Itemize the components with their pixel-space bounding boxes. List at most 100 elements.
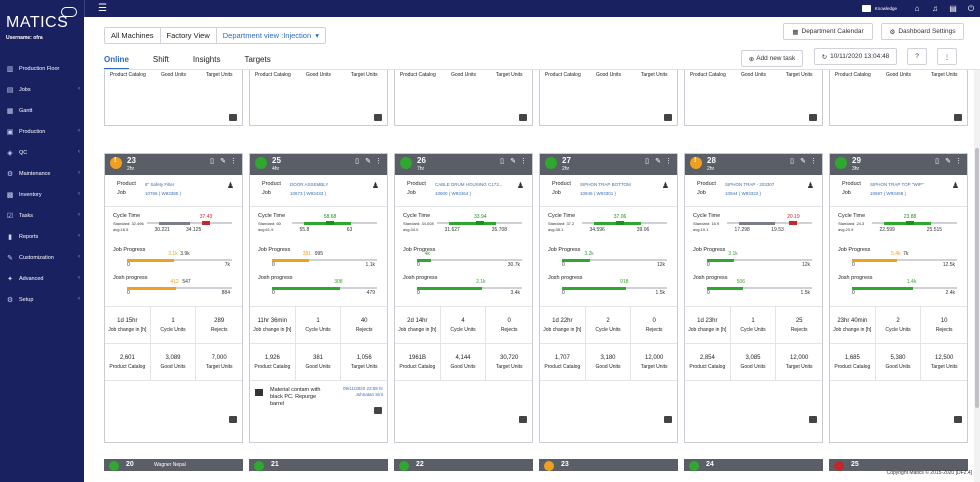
chat-icon[interactable] — [374, 114, 382, 121]
tab-insights[interactable]: Insights — [192, 55, 221, 64]
product-name[interactable]: CABLE DRUM HOUSING C173... — [435, 182, 503, 187]
kebab-menu-icon[interactable]: ⋮ — [665, 158, 672, 165]
hamburger-menu-icon[interactable]: ☰ — [98, 3, 107, 14]
machine-card-partial[interactable]: Product Catalog Good Units Target Units — [394, 70, 533, 126]
sidebar-item-gantt[interactable]: ▦ Gantt — [0, 100, 84, 121]
sidebar-item-customization[interactable]: ✎ Customization ‹ — [0, 247, 84, 268]
edit-icon[interactable]: ✎ — [945, 158, 951, 165]
machine-card-partial[interactable]: 24 — [684, 459, 823, 471]
edit-icon[interactable]: ✎ — [800, 158, 806, 165]
kebab-menu-icon[interactable]: ⋮ — [520, 158, 527, 165]
product-name[interactable]: SIPHON TRAP BOTTOM — [580, 182, 631, 187]
add-new-task-button[interactable]: ⊕ Add new task — [741, 50, 803, 67]
all-machines-button[interactable]: All Machines — [105, 28, 161, 43]
knowledge-link[interactable]: Knowledge — [861, 5, 897, 12]
datetime-refresh-button[interactable]: ↻ 10/11/2020 13:04:48 — [814, 48, 897, 65]
chat-icon[interactable] — [229, 416, 237, 423]
job-id[interactable]: 10945 ( W93301 ) — [580, 191, 617, 196]
sidebar-item-jobs[interactable]: ▤ Jobs ‹ — [0, 79, 84, 100]
sidebar-item-maintenance[interactable]: ⚙ Maintenance ‹ — [0, 163, 84, 184]
kebab-menu-icon[interactable]: ⋮ — [810, 158, 817, 165]
machine-card-partial[interactable]: 25 — [829, 459, 968, 471]
power-icon[interactable]: ⏻ — [967, 3, 975, 13]
machine-card[interactable]: 25 4hr ▯ ✎ ⋮ Product DOOR ASSEMBLY Job 1… — [249, 153, 388, 443]
sidebar-item-advanced[interactable]: ✦ Advanced ‹ — [0, 268, 84, 289]
edit-icon[interactable]: ✎ — [510, 158, 516, 165]
machine-card-partial[interactable]: Product Catalog Good Units Target Units — [539, 70, 678, 126]
operator-note[interactable]: Material contam with black PC. Repurge b… — [250, 381, 387, 418]
sidebar-item-setup[interactable]: ⚙ Setup ‹ — [0, 289, 84, 310]
sidebar-item-tasks[interactable]: ☑ Tasks ‹ — [0, 205, 84, 226]
operator-icon[interactable]: ♟ — [806, 181, 814, 190]
app-logo[interactable]: MATICS — [6, 14, 69, 31]
operator-icon[interactable]: ♟ — [661, 181, 669, 190]
operator-icon[interactable]: ♟ — [371, 181, 379, 190]
document-icon[interactable]: ▯ — [935, 158, 939, 165]
machine-card-partial[interactable]: 20 Wagner Nepal — [104, 459, 243, 471]
document-icon[interactable]: ▯ — [500, 158, 504, 165]
factory-view-button[interactable]: Factory View — [161, 28, 217, 43]
chat-icon[interactable] — [809, 416, 817, 423]
dashboard-settings-button[interactable]: ⚙ Dashboard Settings — [881, 23, 964, 40]
more-options-button[interactable]: ⋮ — [937, 48, 957, 65]
chat-icon[interactable] — [664, 416, 672, 423]
sidebar-item-inventory[interactable]: ▩ Inventory ‹ — [0, 184, 84, 205]
job-id[interactable]: 10673 ( W93433 ) — [290, 191, 327, 196]
help-button[interactable]: ? — [907, 48, 927, 65]
operator-icon[interactable]: ♟ — [226, 181, 234, 190]
department-calendar-button[interactable]: ▦ Department Calendar — [783, 23, 873, 40]
chat-icon[interactable] — [954, 114, 962, 121]
machine-card-partial[interactable]: Product Catalog Good Units Target Units — [829, 70, 968, 126]
job-id[interactable]: 10944 ( W93322 ) — [725, 191, 762, 196]
machine-card-partial[interactable]: 23 — [539, 459, 678, 471]
machine-card-partial[interactable]: Product Catalog Good Units Target Units — [249, 70, 388, 126]
product-name[interactable]: 8" Safety Filter — [145, 182, 175, 187]
edit-icon[interactable]: ✎ — [365, 158, 371, 165]
document-icon[interactable]: ▯ — [645, 158, 649, 165]
edit-icon[interactable]: ✎ — [220, 158, 226, 165]
machine-card-partial[interactable]: Product Catalog Good Units Target Units — [104, 70, 243, 126]
machine-card[interactable]: ! 23 2hr ▯ ✎ ⋮ Product 8" Safety Filter … — [104, 153, 243, 443]
product-name[interactable]: DOOR ASSEMBLY — [290, 182, 329, 187]
sidebar-item-qc[interactable]: ◈ QC ‹ — [0, 142, 84, 163]
kebab-menu-icon[interactable]: ⋮ — [955, 158, 962, 165]
tab-online[interactable]: Online — [104, 55, 129, 70]
operator-icon[interactable]: ♟ — [951, 181, 959, 190]
document-icon[interactable]: ▯ — [355, 158, 359, 165]
kebab-menu-icon[interactable]: ⋮ — [375, 158, 382, 165]
bell-icon[interactable]: ♫ — [932, 4, 938, 13]
operator-icon[interactable]: ♟ — [516, 181, 524, 190]
tab-shift[interactable]: Shift — [152, 55, 169, 64]
sidebar-item-production[interactable]: ▣ Production ‹ — [0, 121, 84, 142]
machine-card-partial[interactable]: Product Catalog Good Units Target Units — [684, 70, 823, 126]
sidebar-item-reports[interactable]: ▮ Reports ‹ — [0, 226, 84, 247]
chat-icon[interactable] — [519, 416, 527, 423]
home-icon[interactable]: ⌂ — [914, 4, 920, 13]
chat-icon[interactable] — [374, 407, 382, 414]
machine-card[interactable]: 26 7hr ▯ ✎ ⋮ Product CABLE DRUM HOUSING … — [394, 153, 533, 443]
scrollbar-thumb[interactable] — [975, 148, 979, 408]
document-icon[interactable]: ▯ — [790, 158, 794, 165]
chat-icon[interactable] — [664, 114, 672, 121]
product-name[interactable]: SIPHON TRAP TOP "WIP" — [870, 182, 924, 187]
machine-card[interactable]: 27 2hr ▯ ✎ ⋮ Product SIPHON TRAP BOTTOM … — [539, 153, 678, 443]
job-id[interactable]: 10697 ( W93469 ) — [870, 191, 907, 196]
scrollbar[interactable] — [974, 70, 980, 482]
machine-card[interactable]: 29 3hr ▯ ✎ ⋮ Product SIPHON TRAP TOP "WI… — [829, 153, 968, 443]
job-id[interactable]: 10766 ( W93385 ) — [145, 191, 182, 196]
machine-card-partial[interactable]: 22 — [394, 459, 533, 471]
machine-card-partial[interactable]: 21 — [249, 459, 388, 471]
clipboard-icon[interactable]: ▤ — [949, 4, 957, 13]
machine-card[interactable]: ! 28 2hr ▯ ✎ ⋮ Product SIPHON TRAP - 203… — [684, 153, 823, 443]
chat-icon[interactable] — [954, 416, 962, 423]
chat-icon[interactable] — [809, 114, 817, 121]
tab-targets[interactable]: Targets — [244, 55, 271, 64]
chat-icon[interactable] — [229, 114, 237, 121]
product-name[interactable]: SIPHON TRAP - 203307 — [725, 182, 775, 187]
kebab-menu-icon[interactable]: ⋮ — [230, 158, 237, 165]
document-icon[interactable]: ▯ — [210, 158, 214, 165]
sidebar-item-production-floor[interactable]: ▥ Production Floor — [0, 58, 84, 79]
edit-icon[interactable]: ✎ — [655, 158, 661, 165]
job-id[interactable]: 10600 ( W93464 ) — [435, 191, 472, 196]
chat-icon[interactable] — [519, 114, 527, 121]
